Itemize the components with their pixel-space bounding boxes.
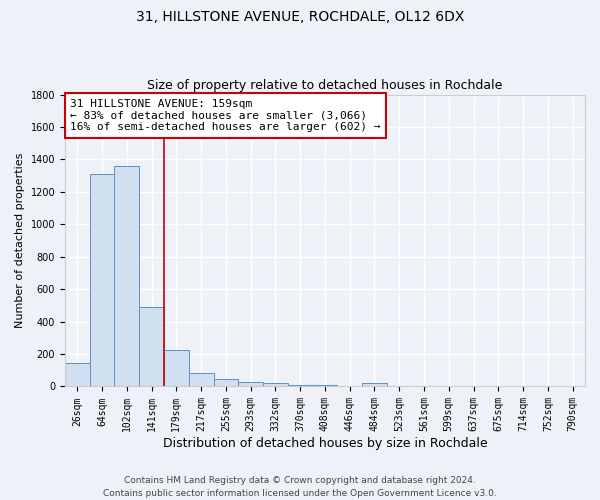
Bar	[238, 382, 263, 386]
Title: Size of property relative to detached houses in Rochdale: Size of property relative to detached ho…	[147, 79, 503, 92]
Y-axis label: Number of detached properties: Number of detached properties	[15, 153, 25, 328]
Text: 31 HILLSTONE AVENUE: 159sqm
← 83% of detached houses are smaller (3,066)
16% of : 31 HILLSTONE AVENUE: 159sqm ← 83% of det…	[70, 99, 380, 132]
Bar	[164, 350, 189, 387]
Bar	[263, 383, 288, 386]
Bar	[362, 383, 387, 386]
Bar	[115, 166, 139, 386]
Bar	[214, 378, 238, 386]
Text: Contains HM Land Registry data © Crown copyright and database right 2024.
Contai: Contains HM Land Registry data © Crown c…	[103, 476, 497, 498]
Bar	[139, 307, 164, 386]
Bar	[189, 374, 214, 386]
Text: 31, HILLSTONE AVENUE, ROCHDALE, OL12 6DX: 31, HILLSTONE AVENUE, ROCHDALE, OL12 6DX	[136, 10, 464, 24]
Bar	[89, 174, 115, 386]
Bar	[313, 384, 337, 386]
X-axis label: Distribution of detached houses by size in Rochdale: Distribution of detached houses by size …	[163, 437, 487, 450]
Bar	[288, 385, 313, 386]
Bar	[65, 363, 89, 386]
